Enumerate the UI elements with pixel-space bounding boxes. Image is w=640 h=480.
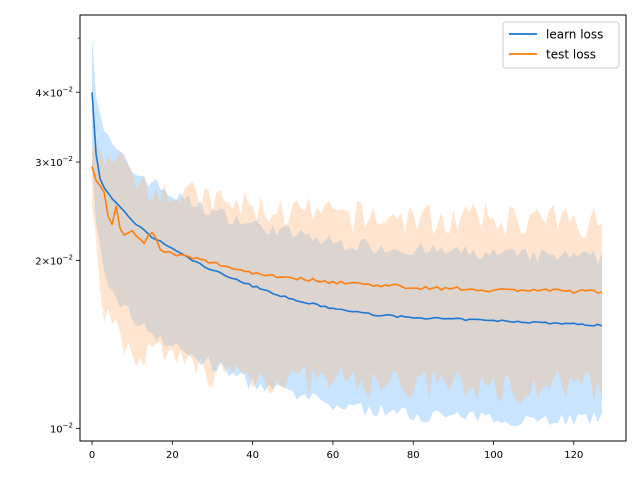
x-tick-label: 60 xyxy=(327,450,340,461)
series-line-test xyxy=(91,165,603,295)
x-tick-label: 100 xyxy=(484,450,503,461)
legend-label: test loss xyxy=(546,48,596,62)
plot-area-frame xyxy=(79,14,627,442)
x-tick-label: 80 xyxy=(407,450,420,461)
y-tick-label: 4×10−2 xyxy=(35,85,73,99)
bands-layer xyxy=(92,36,602,427)
y-tick-label: 2×10−2 xyxy=(35,253,73,267)
x-tick-label: 0 xyxy=(89,450,95,461)
series-line-learn xyxy=(91,92,603,327)
lines-layer xyxy=(91,92,603,327)
x-tick-label: 120 xyxy=(564,450,583,461)
x-tick-label: 40 xyxy=(246,450,259,461)
band-test xyxy=(92,144,602,404)
x-axis: 0 20 40 60 80 100 120 xyxy=(89,441,583,461)
y-axis: 10−2 2×10−2 3×10−2 4×10−2 xyxy=(35,37,80,436)
band-learn xyxy=(92,36,602,427)
y-tick-label: 3×10−2 xyxy=(35,155,73,169)
x-tick-label: 20 xyxy=(166,450,179,461)
legend: learn loss test loss xyxy=(502,21,620,69)
legend-label: learn loss xyxy=(546,28,603,42)
y-tick-label: 10−2 xyxy=(50,422,73,436)
